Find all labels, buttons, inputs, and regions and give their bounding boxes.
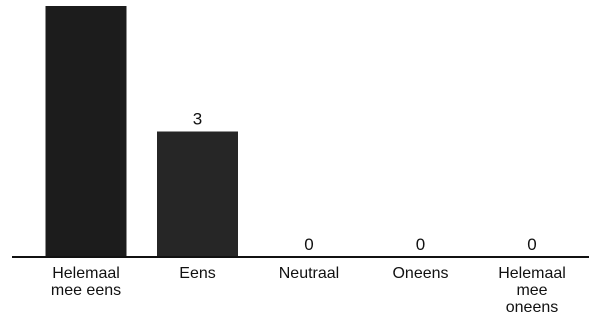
- category-label-line: Oneens: [392, 265, 448, 282]
- category-label-3: Oneens: [392, 265, 448, 282]
- category-label-line: mee eens: [51, 282, 121, 299]
- bar-1: [157, 131, 238, 257]
- category-label-0: Helemaal mee eens: [51, 265, 121, 299]
- bars-group: [45, 6, 238, 257]
- category-label-line: mee: [516, 282, 547, 299]
- category-label-line: Helemaal: [52, 265, 120, 282]
- category-label-line: Eens: [179, 265, 215, 282]
- bar-value-label-2: 0: [304, 235, 313, 254]
- category-label-line: Neutraal: [279, 265, 339, 282]
- category-label-1: Eens: [179, 265, 215, 282]
- value-labels-group: 3 0 0 0: [193, 110, 537, 255]
- bar-value-label-1: 3: [193, 110, 202, 129]
- bar-value-label-4: 0: [527, 235, 536, 254]
- category-label-line: Helemaal: [498, 265, 566, 282]
- bar-0: [45, 6, 127, 257]
- category-label-line: oneens: [506, 299, 559, 316]
- bar-value-label-3: 0: [416, 235, 425, 254]
- category-label-2: Neutraal: [279, 265, 339, 282]
- category-label-4: Helemaal mee oneens: [498, 265, 566, 316]
